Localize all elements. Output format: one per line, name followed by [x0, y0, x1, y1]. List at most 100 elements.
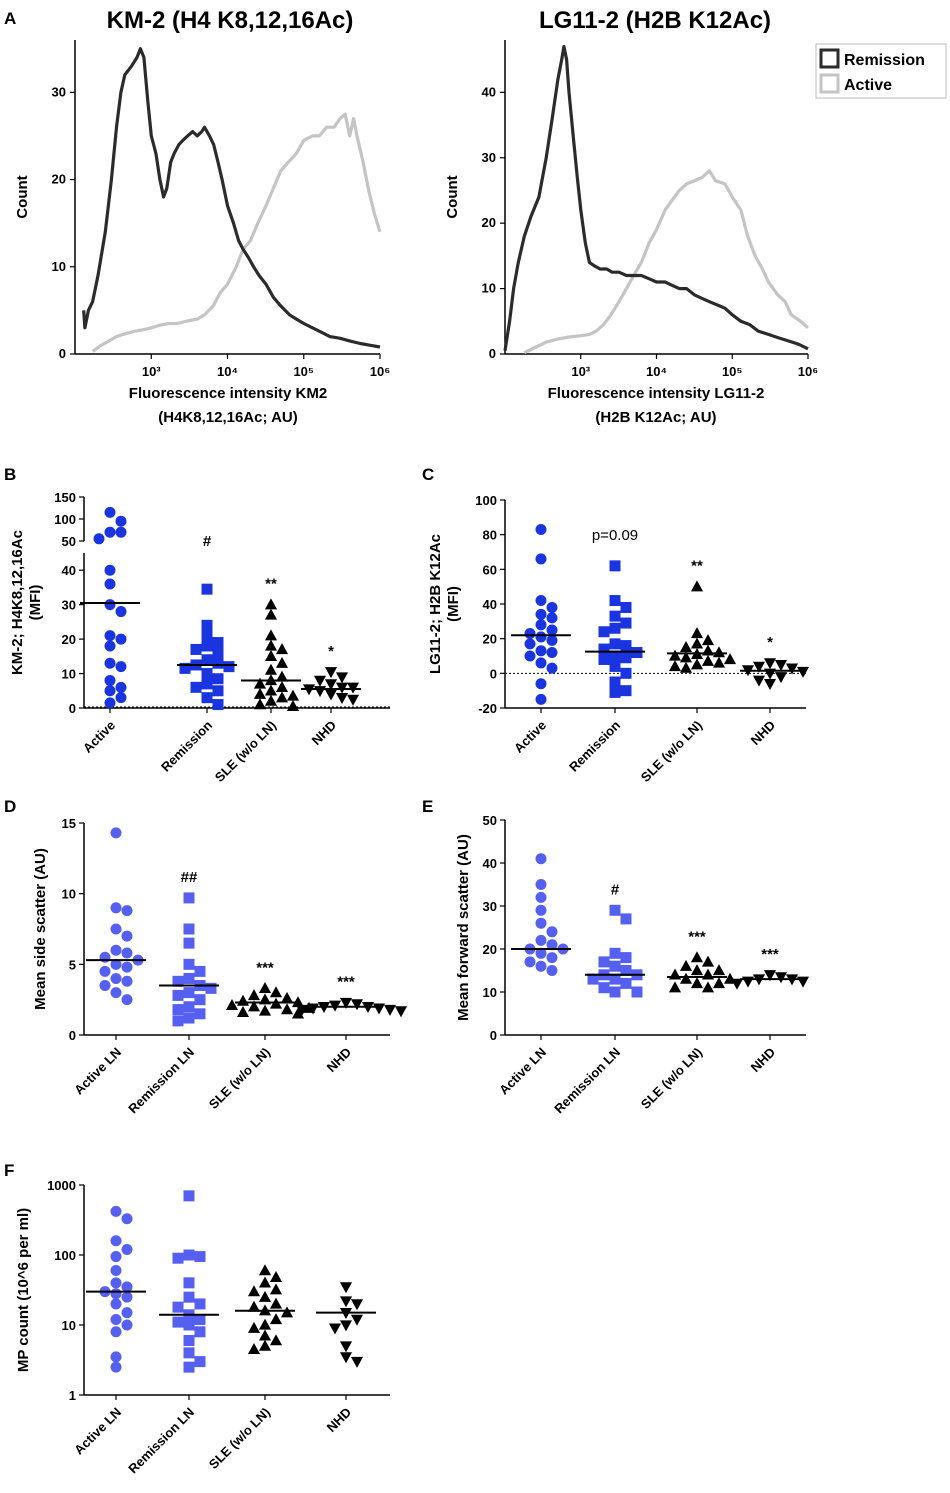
data-point	[546, 965, 558, 976]
data-point	[104, 640, 116, 652]
data-point	[275, 670, 289, 682]
data-point	[712, 977, 726, 989]
data-point	[110, 1313, 122, 1325]
significance-label: ***	[761, 946, 779, 963]
data-point	[546, 601, 558, 613]
data-point	[258, 1329, 272, 1341]
data-point	[796, 666, 810, 678]
y-axis-label: Count	[14, 175, 31, 218]
data-point	[99, 965, 111, 977]
data-point	[121, 1243, 133, 1255]
histogram-lg11: 0 10 20 30 40 10³ 10⁴ 10⁵ 10⁶ Count Fluorescence i…	[444, 40, 818, 426]
data-point	[546, 952, 558, 964]
y-tick-label: 100	[475, 493, 497, 508]
data-point	[110, 1277, 122, 1289]
data-point	[194, 1008, 206, 1020]
data-point	[172, 975, 184, 987]
data-point	[183, 1347, 195, 1359]
data-point	[201, 668, 213, 680]
x-tick-label: 10³	[142, 364, 161, 379]
significance-label: #	[203, 533, 212, 550]
significance-label: ***	[256, 959, 274, 976]
y-axis-label: KM-2; H4K8,12,16Ac	[9, 530, 26, 675]
data-point	[609, 904, 621, 916]
significance-label: ***	[337, 973, 355, 990]
data-point	[763, 679, 777, 691]
data-point	[598, 956, 610, 968]
data-point	[701, 634, 715, 646]
x-tick-label: 10⁶	[370, 364, 390, 379]
data-point	[225, 998, 239, 1010]
data-point	[183, 1249, 195, 1261]
data-point	[269, 1313, 283, 1325]
data-point	[668, 649, 682, 661]
data-point	[183, 1335, 195, 1347]
data-point	[286, 689, 300, 701]
y-tick-label: 0	[489, 346, 496, 361]
data-point	[110, 923, 122, 935]
data-point	[264, 694, 278, 706]
y-tick-label: 10	[62, 887, 76, 902]
data-point	[535, 879, 547, 890]
data-point	[258, 1264, 272, 1276]
data-point	[701, 654, 715, 666]
data-point	[701, 955, 715, 967]
panel-label-b: B	[4, 465, 16, 484]
data-point	[535, 678, 547, 690]
y-tick-label: 1000	[47, 1178, 76, 1193]
data-point	[121, 1307, 133, 1319]
significance-label: **	[691, 558, 703, 575]
y-tick-label: 100	[54, 1248, 76, 1263]
data-point	[247, 1300, 261, 1312]
data-point	[620, 617, 632, 629]
data-point	[609, 973, 621, 985]
data-point	[535, 631, 547, 643]
data-point	[609, 960, 621, 972]
y-tick-label: 15	[62, 816, 76, 831]
chart-title-km2: KM-2 (H4 K8,12,16Ac)	[107, 7, 354, 34]
data-point	[609, 650, 621, 662]
data-point	[201, 678, 213, 690]
data-point	[110, 1361, 122, 1373]
y-tick-label: 80	[483, 528, 497, 543]
data-point	[546, 662, 558, 674]
y-tick-label: 30	[52, 84, 66, 99]
data-point	[620, 685, 632, 697]
y-tick-label: 10	[483, 985, 497, 1000]
data-point	[383, 1004, 397, 1016]
series-line-active	[523, 169, 810, 355]
y-tick-label: 20	[482, 215, 496, 230]
data-point	[546, 939, 558, 951]
data-point	[668, 981, 682, 993]
data-point	[609, 986, 621, 998]
y-axis-label-units: (MFI)	[445, 586, 462, 622]
data-point	[546, 926, 558, 938]
y-tick-label: 0	[69, 1028, 76, 1043]
data-point	[723, 653, 737, 665]
data-point	[609, 560, 621, 572]
data-point	[546, 612, 558, 624]
data-point	[115, 515, 127, 527]
y-tick-label: 10	[62, 1318, 76, 1333]
panel-label-f: F	[4, 1161, 14, 1180]
data-point	[110, 1351, 122, 1363]
data-point	[598, 643, 610, 655]
data-point	[115, 526, 127, 538]
data-point	[712, 656, 726, 668]
data-point	[183, 987, 195, 999]
data-point	[172, 989, 184, 1001]
data-point	[291, 1007, 305, 1019]
data-point	[201, 654, 213, 666]
data-point	[99, 980, 111, 992]
legend: Remission Active	[815, 43, 947, 99]
data-point	[110, 1205, 122, 1217]
data-point	[535, 853, 547, 865]
data-point	[280, 1306, 294, 1318]
x-tick-label: 10⁴	[217, 364, 238, 379]
data-point	[121, 1213, 133, 1225]
data-point	[339, 1320, 353, 1332]
data-point	[121, 1291, 133, 1303]
data-point	[774, 672, 788, 684]
data-point	[269, 1334, 283, 1346]
data-point	[121, 994, 133, 1006]
